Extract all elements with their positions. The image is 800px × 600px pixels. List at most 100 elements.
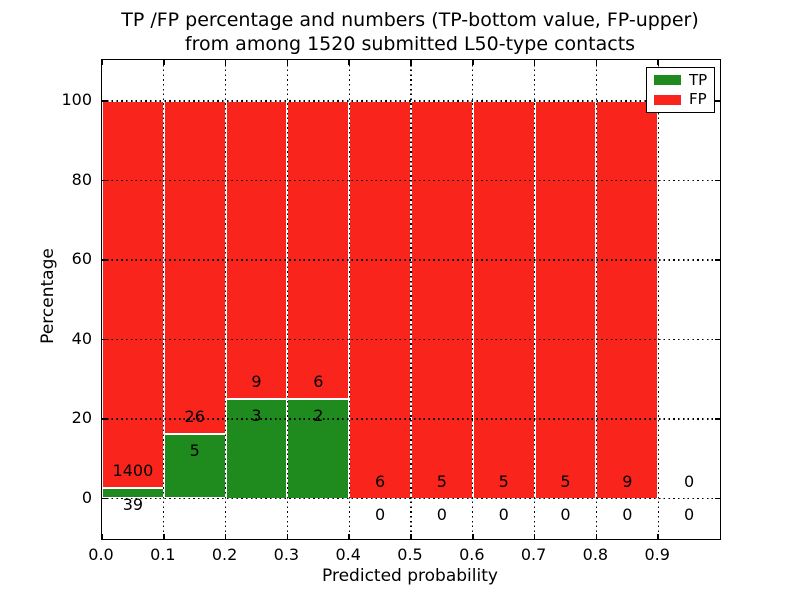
bar-fp-bin3: [287, 101, 350, 400]
gridline-x-0.3: [286, 60, 289, 539]
label-fp-count-bin6: 5: [498, 471, 509, 491]
gridline-y-0: [102, 497, 720, 500]
tick-right-20: [715, 418, 720, 420]
label-fp-count-bin4: 6: [375, 471, 386, 491]
gridline-y-80: [102, 179, 720, 182]
tick-left-40: [102, 338, 107, 341]
label-tp-count-bin3: 2: [313, 406, 324, 426]
chart-title-line1: TP /FP percentage and numbers (TP-bottom…: [121, 9, 699, 31]
xtick-label-0.3: 0.3: [273, 545, 300, 564]
tick-top-0.4: [348, 60, 350, 65]
tp-color-swatch: [654, 75, 681, 85]
xtick-label-0.5: 0.5: [397, 545, 423, 564]
bar-fp-bin8: [596, 101, 659, 499]
tick-right-0: [715, 497, 720, 500]
tick-top-0.6: [472, 60, 474, 65]
legend-label-fp: FP: [689, 90, 707, 109]
tick-bottom-0.7: [533, 534, 536, 539]
label-fp-count-bin2: 9: [251, 372, 262, 392]
label-tp-count-bin9: 0: [684, 505, 695, 525]
tick-top-0.8: [595, 60, 598, 65]
tick-top-0.7: [533, 60, 536, 65]
tick-left-0: [102, 497, 107, 500]
label-fp-count-bin7: 5: [560, 471, 571, 491]
ytick-label-20: 20: [71, 408, 92, 427]
ytick-label-100: 100: [61, 90, 92, 109]
bar-fp-bin2: [225, 101, 288, 400]
bar-fp-bin1: [163, 101, 226, 435]
chart-title-line2: from among 1520 submitted L50-type conta…: [184, 33, 636, 55]
xtick-label-0.9: 0.9: [644, 545, 670, 564]
tick-bottom-0.6: [472, 534, 474, 539]
bar-fp-bin0: [102, 101, 164, 488]
gridline-y-60: [102, 259, 720, 261]
bar-fp-bin4: [349, 101, 411, 499]
tick-left-100: [102, 100, 107, 102]
bar-fp-bin7: [534, 101, 597, 499]
label-fp-count-bin0: 1400: [112, 460, 154, 480]
gridline-x-0.5: [410, 60, 412, 539]
tick-left-60: [102, 259, 107, 261]
xtick-label-0.2: 0.2: [211, 545, 238, 564]
gridline-x-0.7: [533, 60, 536, 539]
label-fp-count-bin5: 5: [436, 471, 447, 491]
ytick-label-80: 80: [71, 169, 92, 189]
label-fp-count-bin9: 0: [684, 471, 695, 491]
tick-top-0.3: [286, 60, 289, 65]
tick-top-0.2: [224, 60, 227, 65]
tick-bottom-0.3: [286, 534, 289, 539]
plot-layers: 1400 39 26 5 9 3 6 2 6 0 5 0 5 0 5 0 9 0 0 0: [101, 60, 720, 539]
label-tp-count-bin6: 0: [498, 505, 509, 525]
tick-bottom-0.0: [101, 534, 103, 539]
ytick-label-40: 40: [71, 328, 92, 348]
label-tp-count-bin4: 0: [375, 505, 386, 525]
xtick-label-0.1: 0.1: [150, 545, 176, 564]
bar-fp-bin5: [411, 101, 473, 499]
tick-right-40: [715, 338, 720, 341]
tick-bottom-0.8: [595, 534, 598, 539]
xtick-label-0.7: 0.7: [520, 545, 547, 564]
x-axis-label: Predicted probability: [322, 566, 498, 586]
ytick-label-60: 60: [71, 249, 92, 268]
bar-fp-bin6: [472, 101, 535, 499]
legend: TP FP: [646, 67, 715, 113]
label-tp-count-bin7: 0: [560, 505, 571, 525]
gridline-x-0.8: [595, 60, 598, 539]
gridline-y-100: [102, 100, 720, 102]
ytick-label-0: 0: [81, 487, 92, 507]
plot-area: 1400 39 26 5 9 3 6 2 6 0 5 0 5 0 5 0 9 0 0 0 TP FP: [101, 59, 721, 540]
gridline-y-20: [102, 418, 720, 420]
tick-right-80: [715, 179, 720, 182]
legend-label-tp: TP: [689, 70, 708, 89]
tick-top-0.9: [657, 60, 659, 65]
legend-item-tp: TP: [654, 70, 714, 89]
label-fp-count-bin1: 26: [184, 407, 205, 427]
tick-top-0.1: [163, 60, 165, 65]
chart-title: TP /FP percentage and numbers (TP-bottom…: [101, 8, 719, 56]
tick-top-0.5: [410, 60, 412, 65]
label-fp-count-bin3: 6: [313, 372, 324, 392]
gridline-x-0.9: [657, 60, 659, 539]
gridline-x-0.2: [224, 60, 227, 539]
label-tp-count-bin5: 0: [436, 505, 447, 525]
label-fp-count-bin8: 9: [622, 471, 633, 491]
gridline-x-0.4: [348, 60, 350, 539]
xtick-label-0.0: 0.0: [88, 545, 114, 564]
tick-bottom-0.9: [657, 534, 659, 539]
tick-right-60: [715, 259, 720, 261]
gridline-x-0.6: [472, 60, 474, 539]
label-tp-count-bin8: 0: [622, 505, 633, 525]
legend-item-fp: FP: [654, 92, 714, 107]
tick-right-100: [715, 100, 720, 102]
tick-bottom-0.2: [224, 534, 227, 539]
label-tp-count-bin1: 5: [189, 441, 200, 461]
gridline-y-40: [102, 338, 720, 341]
label-tp-count-bin2: 3: [251, 406, 262, 426]
tick-left-20: [102, 418, 107, 420]
fp-color-swatch: [654, 95, 681, 105]
label-tp-count-bin0: 39: [122, 494, 144, 514]
tick-bottom-0.4: [348, 534, 350, 539]
xtick-label-0.8: 0.8: [582, 545, 609, 564]
xtick-label-0.4: 0.4: [335, 545, 361, 564]
